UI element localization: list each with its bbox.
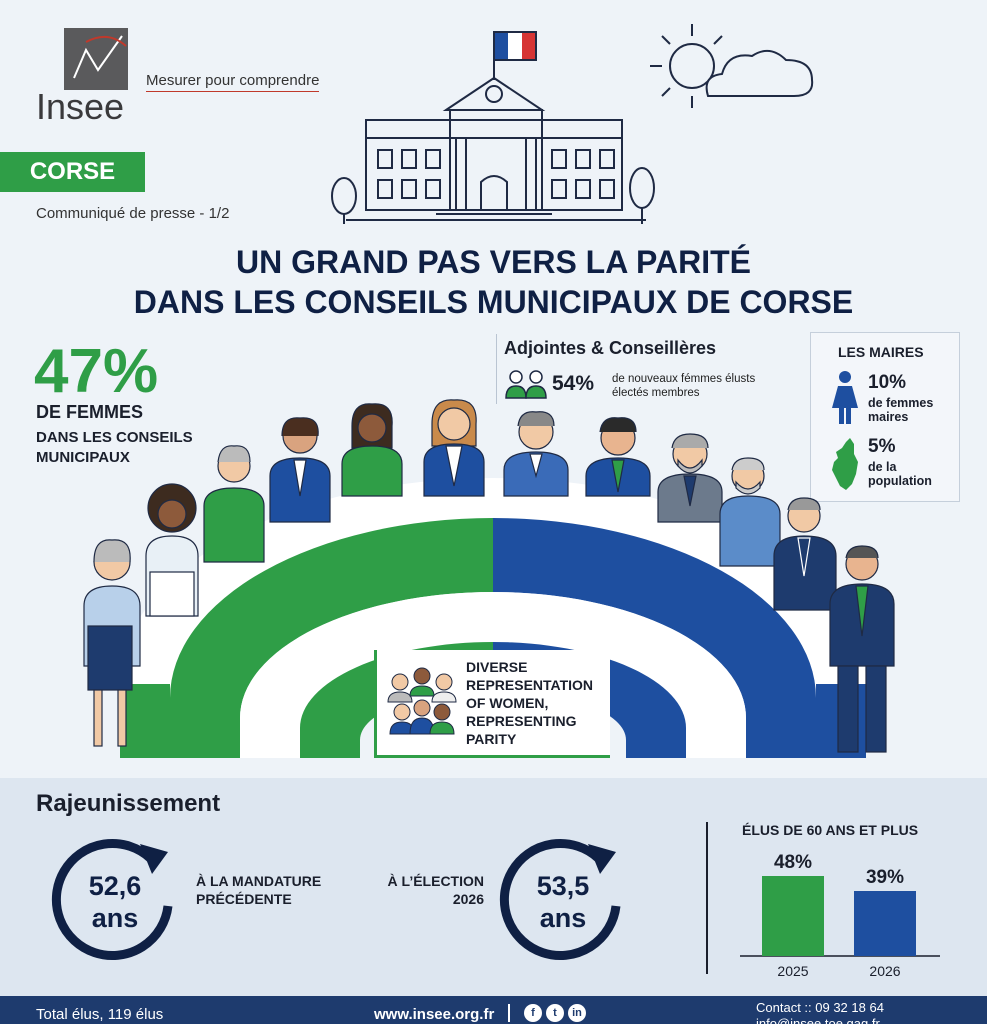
maires-pop-label: de la population xyxy=(868,460,932,488)
age-prev: 52,6 ans xyxy=(60,870,170,934)
person-woman-5 xyxy=(341,403,403,497)
title-line-1: UN GRAND PAS VERS LA PARITÉ xyxy=(236,244,751,280)
person-man-3 xyxy=(657,433,723,523)
person-man-1 xyxy=(503,411,569,497)
age-next: 53,5 ans xyxy=(508,870,618,934)
group-women-icon xyxy=(387,667,457,735)
women-pair-icon xyxy=(505,370,547,399)
bar-value-label-2025: 48% xyxy=(774,852,812,873)
sun-cloud-icon xyxy=(650,24,814,108)
rajeunissement-title: Rajeunissement xyxy=(36,790,221,817)
adjointes-value: 54% xyxy=(552,372,595,395)
bar-value-label-2026: 39% xyxy=(866,867,904,888)
tagline: Mesurer pour comprendre xyxy=(146,72,320,92)
maires-women-label: de femmes maires xyxy=(868,396,934,424)
person-man-2 xyxy=(585,417,651,497)
maires-pop-value: 5% xyxy=(868,436,896,457)
age-next-num: 53,5 xyxy=(536,871,590,901)
bar-2025 xyxy=(762,876,824,956)
person-woman-6 xyxy=(423,399,485,497)
insee-logo-mark xyxy=(64,28,128,90)
region-badge: CORSE xyxy=(0,152,145,192)
maires-title: LES MAIRES xyxy=(838,344,924,360)
brand-name: Insee xyxy=(36,86,125,127)
bar-category-label-2025: 2025 xyxy=(777,963,808,979)
bar-2026 xyxy=(854,891,916,956)
women-share-line1: DE FEMMES xyxy=(36,402,144,422)
age-prev-unit: ans xyxy=(91,903,139,933)
footer-contact: Contact :: 09 32 18 64 xyxy=(756,1000,884,1015)
adjointes-desc: de nouveaux fémmes élusts électés membre… xyxy=(612,373,756,399)
linkedin-icon[interactable]: in xyxy=(568,1004,586,1022)
age-next-label: À L’ÉLECTION 2026 xyxy=(360,872,484,908)
footer-separator xyxy=(508,1004,510,1022)
section-divider xyxy=(706,822,708,974)
people-illustration xyxy=(83,399,895,753)
age-prev-label: À LA MANDATURE PRÉCÉDENTE xyxy=(196,873,322,907)
person-woman-4 xyxy=(269,417,331,523)
age-next-label-2: 2026 xyxy=(452,891,484,907)
women-share-value: 47% xyxy=(34,337,159,406)
twitter-icon[interactable]: t xyxy=(546,1004,564,1022)
adjointes-title: Adjointes & Conseillères xyxy=(504,338,717,358)
footer-total: Total élus, 119 élus xyxy=(36,1006,164,1023)
corsica-map-icon xyxy=(832,438,858,490)
footer xyxy=(0,996,987,1024)
main-title: UN GRAND PAS VERS LA PARITÉ DANS LES CON… xyxy=(0,242,987,322)
town-hall-icon xyxy=(331,31,655,224)
woman-icon xyxy=(832,371,858,424)
footer-website-link[interactable]: www.insee.org.fr xyxy=(374,1006,495,1023)
chart-title: ÉLUS DE 60 ANS ET PLUS xyxy=(742,822,919,838)
footer-email[interactable]: info@insee.toe.gag.fr xyxy=(756,1016,880,1024)
age-prev-num: 52,6 xyxy=(88,871,142,901)
diverse-text: DIVERSE REPRESENTATION OF WOMEN, REPRESE… xyxy=(466,659,594,747)
person-man-4 xyxy=(719,457,781,567)
person-woman-2 xyxy=(145,483,199,617)
maires-women-value: 10% xyxy=(868,372,907,393)
person-man-5 xyxy=(773,497,837,611)
cycle-arrow-icon-next xyxy=(499,839,621,960)
title-line-2: DANS LES CONSEILS MUNICIPAUX DE CORSE xyxy=(133,284,854,320)
person-woman-1 xyxy=(83,539,141,747)
adjointes-box xyxy=(496,334,786,404)
person-woman-3 xyxy=(203,445,265,563)
diverse-box xyxy=(374,650,610,758)
age-next-unit: ans xyxy=(539,903,587,933)
press-label: Communiqué de presse - 1/2 xyxy=(36,205,230,222)
elus-60-bar-chart: 48% 2025 39% 2026 xyxy=(740,852,940,979)
cycle-arrow-icon-prev xyxy=(51,839,173,960)
age-next-label-1: À L’ÉLECTION xyxy=(387,873,484,889)
women-share-line2: DANS LES CONSEILS MUNICIPAUX xyxy=(36,429,193,466)
facebook-icon[interactable]: f xyxy=(524,1004,542,1022)
person-man-6 xyxy=(829,545,895,753)
bar-category-label-2026: 2026 xyxy=(869,963,900,979)
